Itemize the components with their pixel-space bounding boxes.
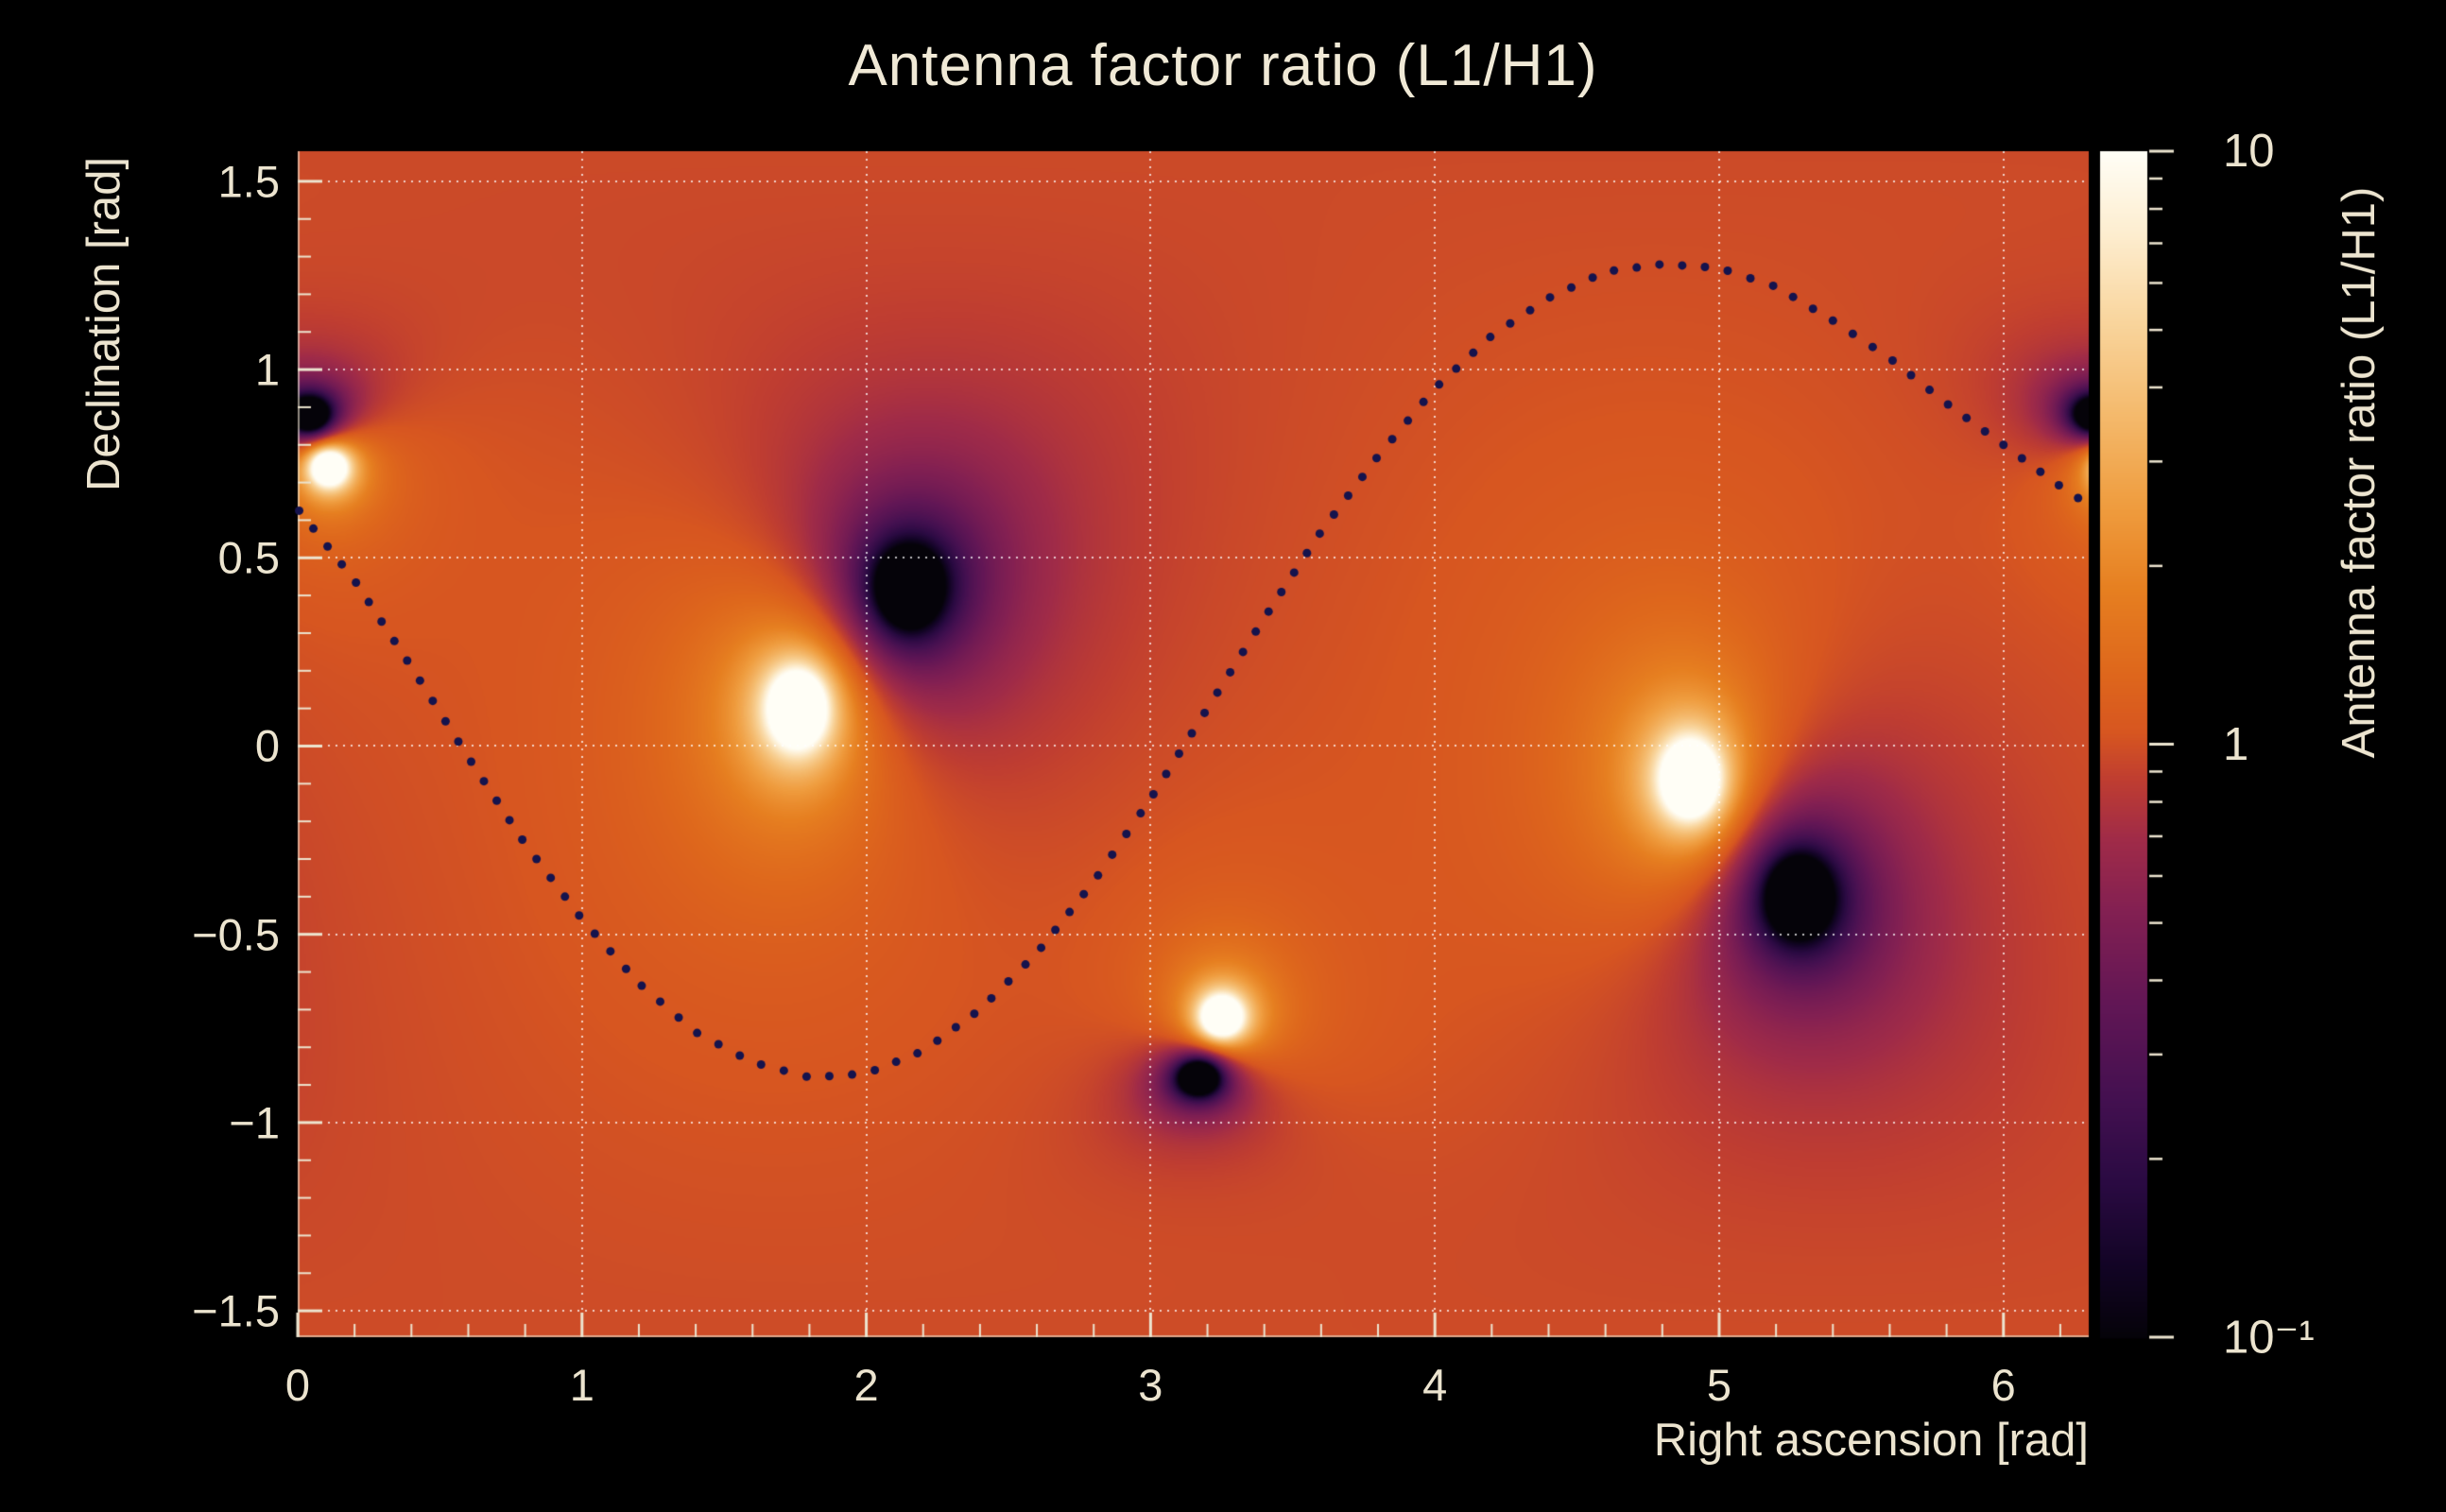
y-tick-label: 1.5 — [217, 156, 280, 207]
y-tick-label: −1 — [229, 1097, 280, 1148]
x-tick-label: 5 — [1706, 1360, 1732, 1410]
colorbar-tick-label: 10⁻¹ — [2223, 1312, 2315, 1364]
y-tick-label: 0 — [254, 720, 280, 771]
y-tick-label: 1 — [254, 344, 280, 395]
x-tick-label: 0 — [284, 1360, 311, 1410]
y-tick-label: −1.5 — [192, 1285, 280, 1336]
y-tick-label: −0.5 — [192, 909, 280, 960]
x-tick-label: 1 — [569, 1360, 594, 1410]
colorbar-title: Antenna factor ratio (L1/H1) — [2334, 186, 2385, 759]
colorbar-tick-label: 10 — [2223, 126, 2275, 177]
page-title: Antenna factor ratio (L1/H1) — [848, 33, 1598, 98]
x-tick-label: 3 — [1138, 1360, 1163, 1410]
colorbar-tick-label: 1 — [2223, 718, 2249, 770]
x-axis-title: Right ascension [rad] — [1653, 1415, 2089, 1466]
y-axis-title: Declination [rad] — [78, 156, 129, 492]
x-tick-label: 4 — [1422, 1360, 1448, 1410]
x-tick-label: 6 — [1990, 1360, 2016, 1410]
x-tick-label: 2 — [853, 1360, 879, 1410]
y-tick-label: 0.5 — [217, 532, 280, 583]
